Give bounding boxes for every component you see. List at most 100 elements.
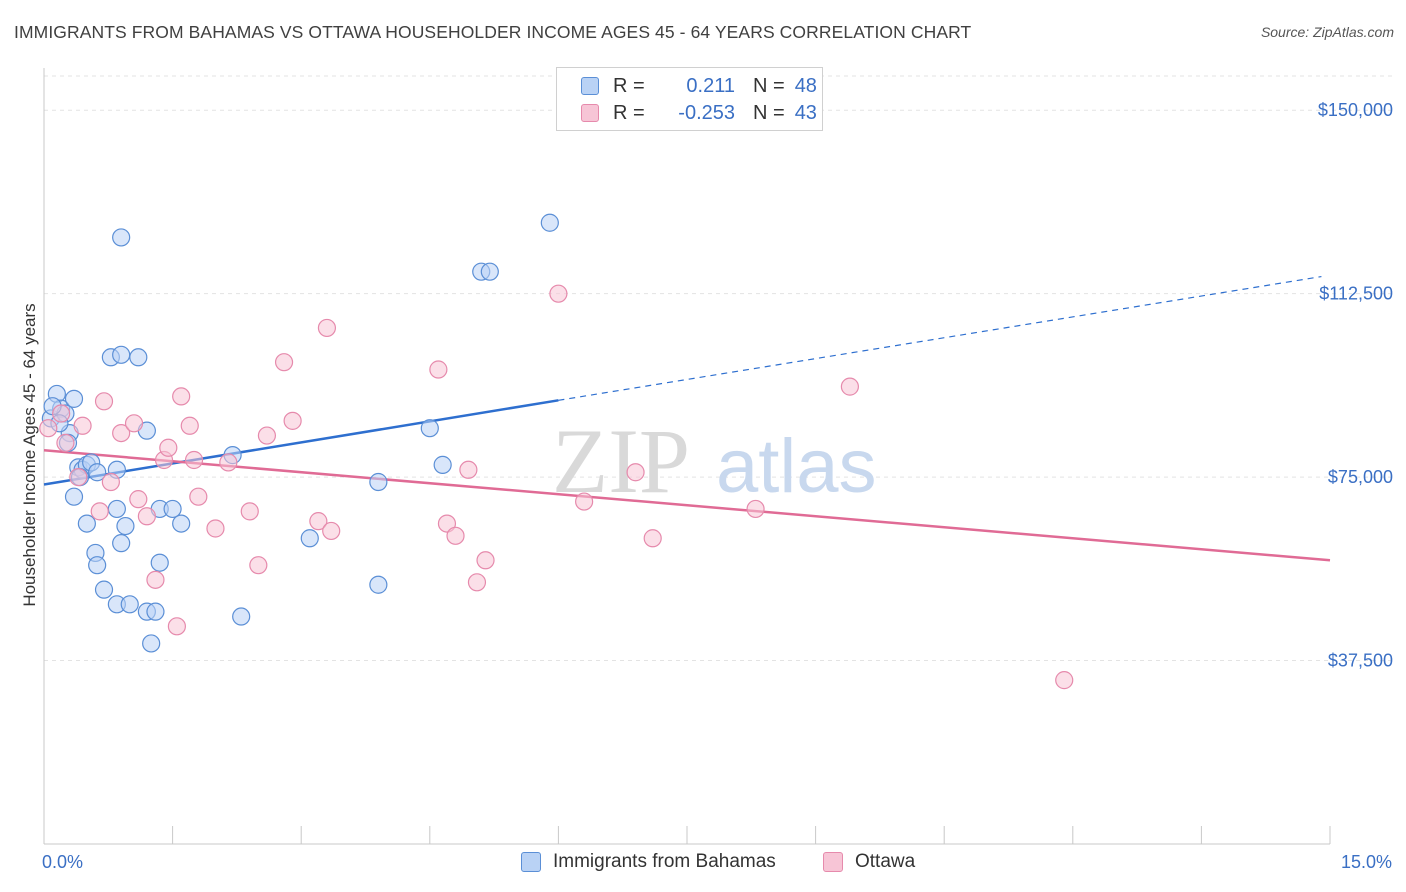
gridlines	[44, 75, 1395, 662]
data-point-bahamas	[94, 580, 114, 599]
data-point-ottawa	[240, 502, 259, 521]
y-tick-labels: $37,500 $75,000 $112,500 $150,000	[1318, 100, 1393, 670]
legend-row-bahamas: R = 0.211 N = 48	[581, 73, 817, 99]
data-point-ottawa	[180, 416, 199, 435]
data-point-ottawa	[283, 411, 302, 430]
legend-r-value: -0.253	[678, 101, 735, 124]
data-point-ottawa	[52, 404, 71, 423]
data-point-ottawa	[626, 463, 645, 482]
data-point-ottawa	[189, 487, 208, 506]
y-tick-label: $150,000	[1318, 100, 1393, 120]
data-point-ottawa	[317, 318, 337, 338]
data-point-bahamas	[88, 463, 107, 482]
data-point-bahamas	[120, 595, 139, 614]
legend-swatch-blue	[581, 77, 599, 95]
data-point-bahamas	[433, 455, 452, 474]
data-point-bahamas	[112, 228, 131, 247]
y-tick-label: $37,500	[1328, 651, 1393, 671]
series-legend-swatch-pink	[823, 852, 843, 872]
data-point-ottawa	[467, 573, 487, 592]
data-point-bahamas	[64, 389, 84, 408]
data-point-bahamas	[112, 345, 131, 364]
watermark-atlas: atlas	[716, 424, 877, 509]
data-point-ottawa	[309, 512, 328, 531]
data-point-bahamas	[112, 534, 131, 553]
data-point-ottawa	[124, 414, 144, 433]
data-point-bahamas	[369, 472, 388, 492]
data-point-ottawa	[1055, 671, 1074, 690]
data-point-ottawa	[257, 426, 277, 445]
watermark: ZIP atlas	[552, 410, 877, 512]
series-ottawa-points	[39, 284, 1074, 690]
data-point-ottawa	[219, 453, 238, 472]
data-point-ottawa	[575, 492, 594, 511]
data-point-bahamas	[480, 262, 499, 281]
data-point-ottawa	[137, 507, 156, 526]
data-point-ottawa	[476, 551, 495, 570]
trend-line-ottawa	[43, 448, 1331, 562]
data-point-bahamas	[163, 499, 182, 519]
data-point-ottawa	[112, 423, 131, 443]
data-point-bahamas	[150, 553, 169, 572]
legend-r-value: 0.211	[686, 74, 735, 97]
trend-line-bahamas-extension	[558, 275, 1322, 401]
data-point-ottawa	[184, 450, 204, 470]
legend-r-label: R =	[613, 74, 645, 97]
y-axis-title: Householder Income Ages 45 - 64 years	[20, 303, 39, 606]
data-point-ottawa	[90, 502, 109, 521]
legend-n-label: N =	[753, 101, 785, 124]
y-tick-label: $75,000	[1328, 467, 1393, 487]
data-point-ottawa	[206, 519, 225, 538]
series-legend-label: Ottawa	[855, 851, 916, 872]
series-legend-label: Immigrants from Bahamas	[553, 851, 776, 872]
data-point-ottawa	[73, 416, 92, 435]
trend-lines	[43, 275, 1331, 562]
series-legend-bahamas: Immigrants from Bahamas	[521, 851, 776, 873]
series-legend: Immigrants from Bahamas Ottawa	[0, 851, 1406, 879]
axes	[43, 68, 1331, 845]
x-tick-label-min: 0.0%	[42, 852, 84, 872]
data-point-bahamas	[146, 602, 165, 621]
data-point-bahamas	[300, 529, 319, 548]
data-point-bahamas	[88, 556, 107, 575]
x-tick-label-max: 15.0%	[1340, 852, 1392, 872]
data-point-ottawa	[159, 438, 178, 457]
legend-row-ottawa: R = -0.253 N = 43	[581, 100, 817, 126]
data-point-ottawa	[56, 433, 75, 452]
data-point-ottawa	[643, 529, 662, 548]
data-point-ottawa	[746, 499, 765, 519]
legend-n-value: 48	[794, 74, 817, 97]
legend-swatch-pink	[581, 104, 599, 122]
data-point-ottawa	[549, 284, 568, 303]
correlation-legend: R = 0.211 N = 48 R = -0.253 N = 43	[556, 67, 823, 131]
trend-line-bahamas	[43, 399, 559, 486]
legend-n-value: 43	[794, 101, 817, 124]
series-bahamas-points	[41, 213, 559, 653]
data-point-bahamas	[116, 516, 135, 536]
legend-r-label: R =	[613, 101, 645, 124]
data-point-ottawa	[129, 490, 148, 509]
data-point-ottawa	[167, 617, 186, 636]
data-point-bahamas	[172, 514, 191, 533]
data-point-bahamas	[77, 514, 96, 533]
data-point-ottawa	[322, 521, 341, 541]
source-label: Source: ZipAtlas.com	[1260, 24, 1394, 40]
data-point-bahamas	[107, 499, 126, 519]
data-point-bahamas	[369, 575, 388, 594]
data-point-bahamas	[142, 634, 161, 653]
data-point-ottawa	[840, 377, 859, 396]
data-point-ottawa	[459, 460, 478, 479]
data-point-ottawa	[249, 556, 268, 575]
chart-title: IMMIGRANTS FROM BAHAMAS VS OTTAWA HOUSEH…	[14, 22, 972, 42]
data-point-bahamas	[232, 607, 251, 626]
legend-n-label: N =	[753, 74, 785, 97]
series-legend-ottawa: Ottawa	[823, 851, 915, 873]
data-point-bahamas	[129, 348, 148, 367]
y-tick-label: $112,500	[1319, 284, 1393, 304]
data-point-ottawa	[274, 353, 294, 372]
data-point-ottawa	[172, 387, 191, 406]
data-point-ottawa	[94, 392, 114, 411]
data-point-ottawa	[69, 468, 88, 487]
data-point-bahamas	[64, 487, 84, 506]
